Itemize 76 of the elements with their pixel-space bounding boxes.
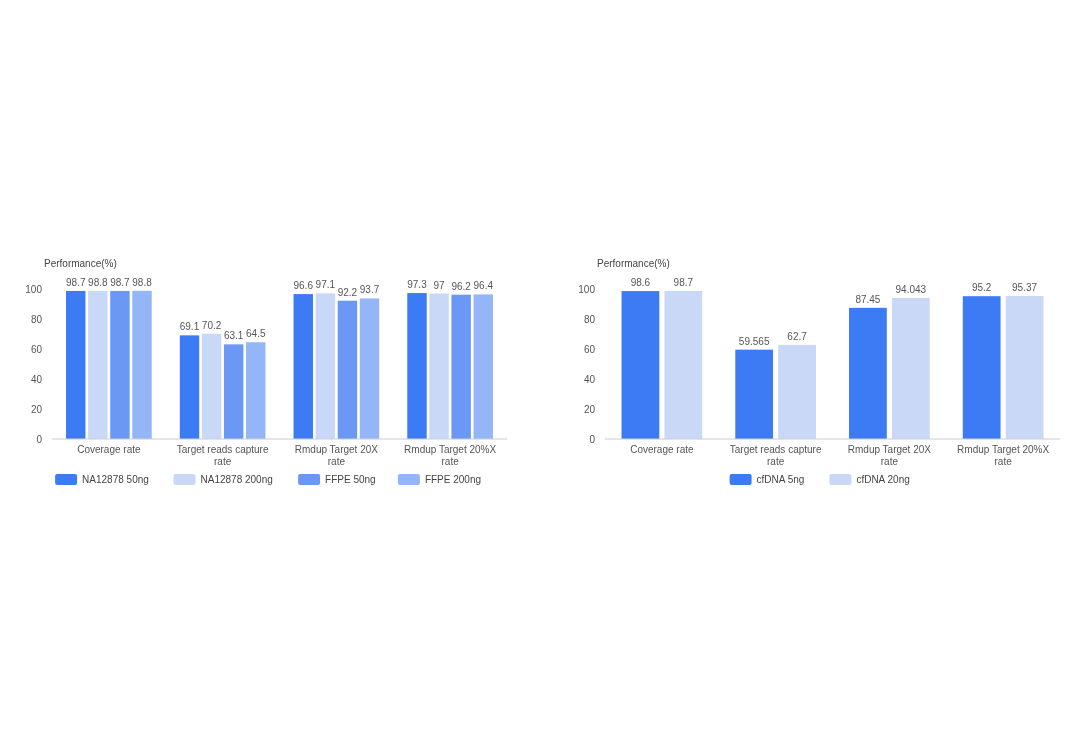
- y-axis-title: Performance(%): [44, 258, 117, 269]
- bar: [778, 344, 816, 439]
- data-label: 98.7: [110, 276, 131, 288]
- y-tick-label: 40: [30, 373, 43, 385]
- data-label: 92.2: [337, 286, 358, 298]
- x-tick-label: Rmdup Target 20X rate: [294, 444, 379, 467]
- y-tick-label: 100: [578, 283, 596, 295]
- bar: [293, 294, 313, 439]
- data-label: 96.6: [293, 280, 314, 292]
- bar: [849, 307, 887, 439]
- x-tick-label: Coverage rate: [77, 444, 141, 455]
- x-tick-label: Coverage rate: [630, 444, 694, 455]
- data-label: 98.7: [673, 276, 694, 288]
- bar: [359, 298, 380, 439]
- y-tick-label: 80: [583, 313, 596, 325]
- data-label: 87.45: [855, 293, 881, 305]
- y-axis-title: Performance(%): [597, 258, 670, 269]
- data-label: 98.8: [132, 276, 153, 288]
- legend-label: FFPE 200ng: [424, 473, 482, 485]
- bar: [223, 344, 244, 439]
- bar: [664, 290, 703, 439]
- bar: [891, 297, 930, 439]
- bar: [735, 349, 774, 439]
- data-label: 64.5: [246, 328, 266, 340]
- data-label: 69.1: [179, 321, 200, 333]
- x-tick-label: Target reads capture rate: [729, 444, 822, 467]
- y-tick-label: 100: [25, 283, 43, 295]
- data-label: 96.2: [451, 280, 472, 292]
- bar: [315, 293, 336, 439]
- bar: [246, 342, 266, 439]
- legend-label: NA12878 200ng: [200, 473, 273, 485]
- data-label: 95.37: [1012, 281, 1038, 293]
- bar: [110, 290, 130, 439]
- data-label: 98.7: [66, 276, 86, 288]
- bar: [621, 291, 660, 439]
- bar: [451, 294, 471, 439]
- y-tick-label: 0: [589, 433, 596, 445]
- data-label: 95.2: [971, 282, 992, 294]
- data-label: 98.8: [88, 276, 108, 288]
- y-tick-label: 80: [30, 313, 43, 325]
- data-label: 70.2: [201, 319, 222, 331]
- legend-label: cfDNA 20ng: [856, 473, 910, 485]
- x-tick-label: Rmdup Target 20X rate: [847, 444, 932, 467]
- bar: [1005, 295, 1044, 439]
- bar: [88, 290, 108, 439]
- data-label: 63.1: [223, 330, 244, 342]
- data-label: 97.1: [315, 279, 336, 291]
- data-label: 97.3: [407, 279, 428, 291]
- data-label: 59.565: [738, 335, 770, 347]
- y-tick-label: 40: [583, 373, 596, 385]
- data-label: 98.6: [630, 277, 651, 289]
- y-tick-label: 60: [30, 343, 43, 355]
- y-tick-label: 20: [30, 403, 43, 415]
- bar: [201, 333, 222, 439]
- x-tick-label: Target reads capture rate: [176, 444, 269, 467]
- data-label: 62.7: [787, 330, 808, 342]
- bar: [132, 290, 152, 439]
- data-label: 94.043: [895, 283, 927, 295]
- legend-label: FFPE 50ng: [325, 473, 376, 485]
- x-tick-label: Rmdup Target 20%X rate: [957, 444, 1050, 467]
- data-label: 96.4: [473, 280, 494, 292]
- y-tick-label: 60: [583, 343, 596, 355]
- legend-label: NA12878 50ng: [82, 473, 149, 485]
- data-label: 93.7: [359, 284, 380, 296]
- bar: [429, 293, 449, 439]
- bar: [962, 296, 1001, 439]
- legend-label: cfDNA 5ng: [756, 473, 805, 485]
- bar: [473, 294, 493, 439]
- bar: [179, 335, 200, 439]
- bar: [66, 290, 86, 439]
- data-label: 97: [433, 279, 446, 291]
- bar: [337, 300, 358, 439]
- bar: [407, 293, 427, 439]
- x-tick-label: Rmdup Target 20%X rate: [404, 444, 497, 467]
- y-tick-label: 0: [36, 433, 43, 445]
- y-tick-label: 20: [583, 403, 596, 415]
